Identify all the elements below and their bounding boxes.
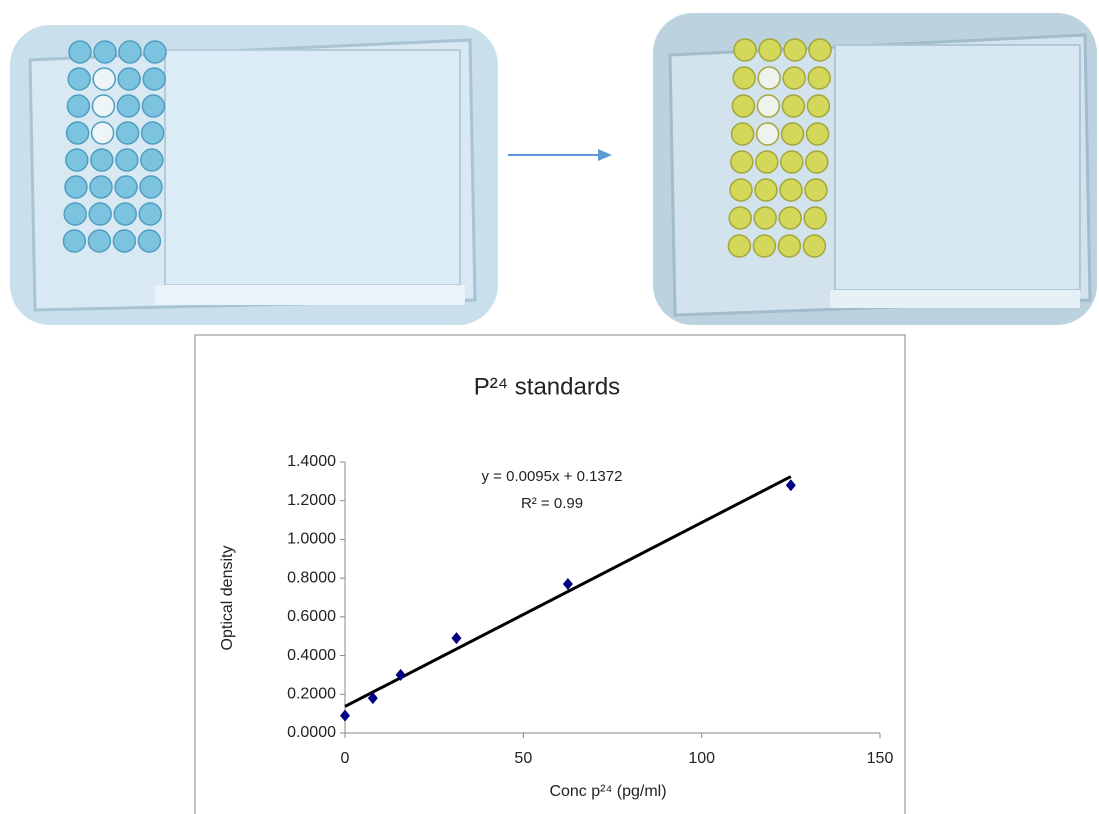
y-tick-label: 0.6000 [287, 608, 336, 625]
well [732, 123, 754, 145]
annotation: R² = 0.99 [521, 495, 583, 512]
well [731, 151, 753, 173]
y-tick-label: 1.2000 [287, 492, 336, 509]
well [758, 67, 780, 89]
well [138, 230, 160, 252]
y-tick-label: 0.2000 [287, 686, 336, 703]
y-tick-label: 0.4000 [287, 647, 336, 664]
well [93, 68, 115, 90]
well [141, 149, 163, 171]
well [92, 95, 114, 117]
well [114, 203, 136, 225]
well [91, 149, 113, 171]
well [808, 67, 830, 89]
well [778, 235, 800, 257]
y-tick-label: 1.4000 [287, 453, 336, 470]
well [142, 122, 164, 144]
x-tick-label: 150 [867, 750, 894, 767]
well [116, 149, 138, 171]
well [779, 207, 801, 229]
well [117, 95, 139, 117]
well [144, 41, 166, 63]
well [807, 123, 829, 145]
well [733, 67, 755, 89]
well [806, 151, 828, 173]
well [67, 95, 89, 117]
well [759, 39, 781, 61]
well [69, 41, 91, 63]
well [781, 151, 803, 173]
well [783, 67, 805, 89]
well [734, 39, 756, 61]
page: P²⁴ standards Conc p²⁴ (pg/ml) Optical d… [0, 0, 1099, 814]
well [89, 203, 111, 225]
well [753, 235, 775, 257]
well [68, 68, 90, 90]
y-axis-label: Optical density [219, 546, 236, 651]
chart-title: P²⁴ standards [474, 373, 620, 400]
well [754, 207, 776, 229]
well [142, 95, 164, 117]
well [90, 176, 112, 198]
x-tick-label: 0 [341, 750, 350, 767]
well [65, 176, 87, 198]
arrow-head [598, 149, 612, 161]
well [782, 95, 804, 117]
y-tick-label: 0.0000 [287, 724, 336, 741]
well [756, 151, 778, 173]
photo-before [10, 25, 498, 325]
well [119, 41, 141, 63]
well [780, 179, 802, 201]
well [117, 122, 139, 144]
well [809, 39, 831, 61]
well [804, 207, 826, 229]
well [732, 95, 754, 117]
well [63, 230, 85, 252]
well [139, 203, 161, 225]
well [782, 123, 804, 145]
y-tick-label: 1.0000 [287, 531, 336, 548]
photo-after [653, 13, 1097, 325]
well [143, 68, 165, 90]
well [94, 41, 116, 63]
well [757, 95, 779, 117]
annotation: y = 0.0095x + 0.1372 [482, 468, 623, 485]
well [755, 179, 777, 201]
well [64, 203, 86, 225]
well [118, 68, 140, 90]
well [729, 207, 751, 229]
x-axis-label: Conc p²⁴ (pg/ml) [549, 783, 666, 800]
well [728, 235, 750, 257]
well [730, 179, 752, 201]
x-tick-label: 50 [514, 750, 532, 767]
well [88, 230, 110, 252]
well [784, 39, 806, 61]
well [757, 123, 779, 145]
well [805, 179, 827, 201]
well [67, 122, 89, 144]
well [113, 230, 135, 252]
x-tick-label: 100 [688, 750, 715, 767]
figure: P²⁴ standards Conc p²⁴ (pg/ml) Optical d… [0, 0, 1099, 814]
well [115, 176, 137, 198]
well [140, 176, 162, 198]
y-tick-label: 0.8000 [287, 569, 336, 586]
well [92, 122, 114, 144]
well [807, 95, 829, 117]
well [803, 235, 825, 257]
well [66, 149, 88, 171]
